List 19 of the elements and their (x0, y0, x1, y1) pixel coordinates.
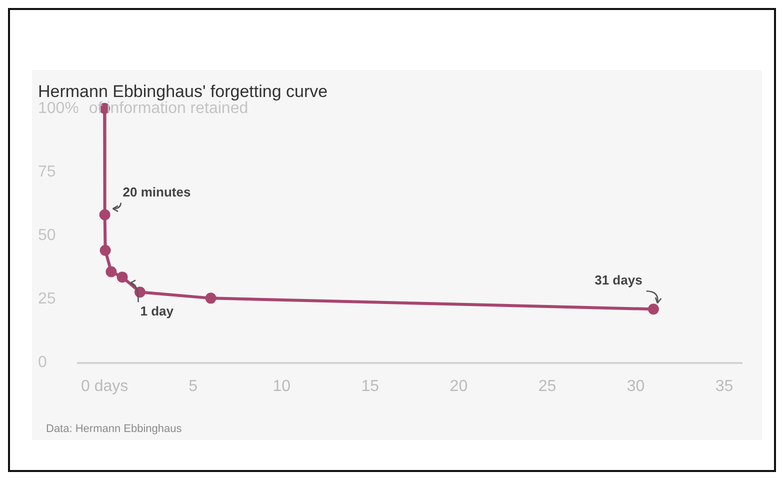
x-tick-label: 35 (715, 378, 734, 395)
point (100, 244, 111, 256)
x-tick-label: 5 (188, 378, 198, 395)
text: Data: Hermann Ebbinghaus (46, 423, 182, 435)
annotation: 1 day (140, 304, 174, 319)
x-tick-label: 20 (450, 378, 468, 395)
annotation: 31 days (594, 272, 642, 288)
point (116, 272, 128, 283)
point (99, 209, 110, 220)
point (106, 266, 117, 278)
x-tick-label: 30 (626, 378, 645, 395)
x-tick-label: 10 (272, 378, 291, 395)
x-tick-label: 25 (538, 378, 556, 395)
point (205, 292, 216, 304)
point (648, 304, 659, 315)
x-tick-label: 0 days (80, 378, 128, 395)
annotation: 20 minutes (122, 184, 191, 200)
x-tick-label: 15 (361, 378, 380, 395)
chart-title: Hermann Ebbinghaus' forgetting curve (38, 82, 328, 101)
